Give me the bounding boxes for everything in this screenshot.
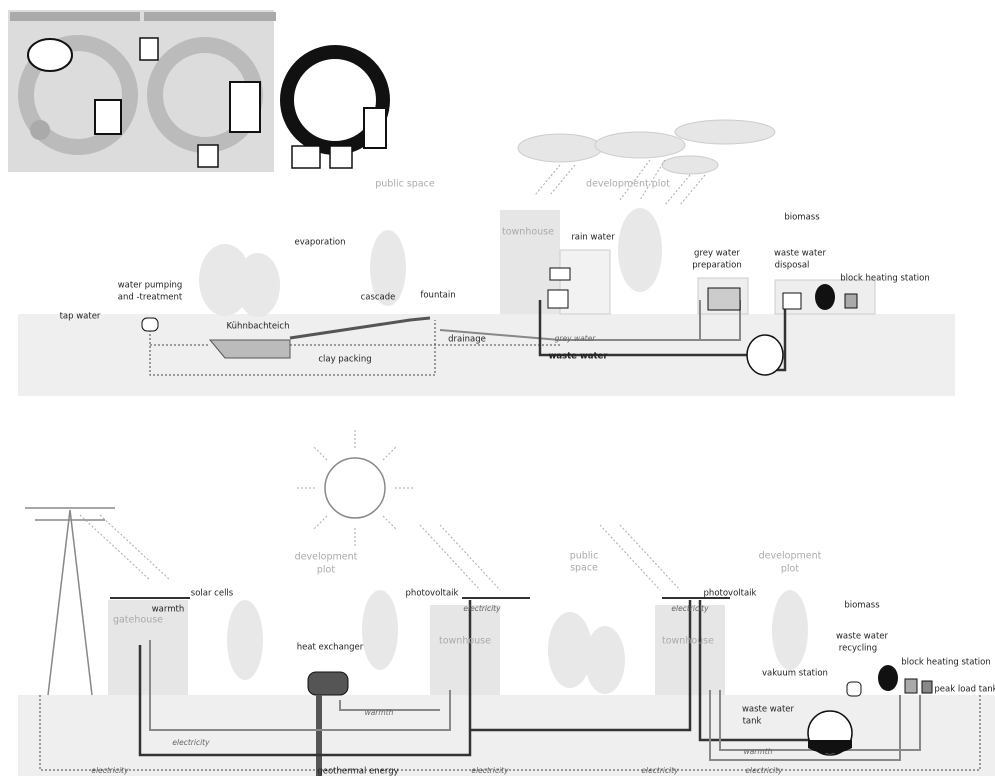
label: fountain — [420, 291, 455, 301]
label: warmth — [152, 605, 185, 615]
label: waste water — [742, 705, 795, 715]
label: public space — [375, 179, 435, 190]
label: development — [759, 551, 822, 562]
label: plot — [317, 565, 335, 576]
label: electricity — [671, 604, 709, 613]
label: warmth — [744, 747, 773, 756]
label: Kühnbachteich — [227, 322, 290, 332]
label: warmth — [365, 708, 394, 717]
label: preparation — [692, 261, 742, 271]
label: electricity — [463, 604, 501, 613]
label: cascade — [361, 293, 396, 303]
label: photovoltaik — [704, 589, 757, 599]
label: waste water — [836, 632, 889, 642]
label: evaporation — [294, 238, 345, 248]
label: electricity — [471, 766, 509, 775]
label: clay packing — [318, 355, 371, 365]
inset-illustration — [8, 10, 388, 172]
label: peak load tank — [934, 685, 995, 695]
label: electricity — [641, 766, 679, 775]
label: geothermal energy — [317, 767, 398, 776]
label: biomass — [784, 213, 820, 223]
page: public space development plot townhouse rai… — [0, 0, 995, 776]
label: townhouse — [439, 636, 491, 647]
label: townhouse — [502, 227, 554, 238]
label: vakuum station — [762, 669, 828, 679]
label: biomass — [844, 601, 880, 611]
label: plot — [781, 564, 799, 575]
label: public — [570, 551, 599, 562]
label: development plot — [586, 179, 670, 190]
label: drainage — [448, 335, 486, 345]
label: photovoltaik — [406, 589, 459, 599]
label: tap water — [60, 312, 101, 322]
label: townhouse — [662, 636, 714, 647]
label: tank — [743, 717, 762, 727]
label: development — [295, 552, 358, 563]
label: disposal — [775, 261, 810, 271]
label: and -treatment — [118, 293, 183, 303]
label: grey water — [555, 334, 597, 343]
label: block heating station — [901, 658, 991, 668]
label: recycling — [839, 644, 877, 654]
label: gatehouse — [113, 615, 163, 626]
label: solar cells — [191, 589, 234, 599]
label: electricity — [91, 766, 129, 775]
label: electricity — [172, 738, 210, 747]
label: rain water — [571, 233, 615, 243]
label: block heating station — [840, 274, 930, 284]
label: space — [570, 563, 598, 574]
label: electricity — [745, 766, 783, 775]
label: waste water — [548, 352, 608, 362]
label: waste water — [774, 249, 827, 259]
label: grey water — [694, 249, 740, 259]
label: heat exchanger — [297, 643, 364, 653]
label: water pumping — [118, 281, 183, 291]
